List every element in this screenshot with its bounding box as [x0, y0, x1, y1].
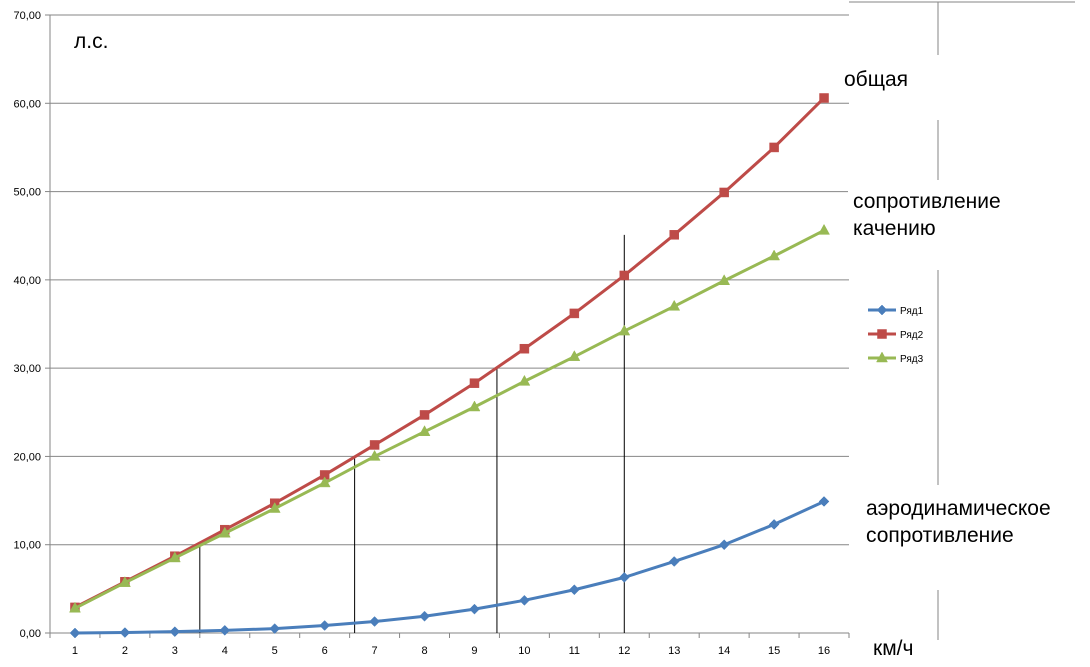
x-tick-label: 5 [272, 645, 278, 657]
annotation-total-bg [838, 62, 938, 102]
legend-label: Ряд1 [900, 306, 924, 317]
data-point [419, 610, 430, 622]
y-tick-label: 70,00 [13, 10, 41, 22]
data-point [819, 93, 829, 103]
x-tick-label: 8 [421, 645, 427, 657]
legend-marker [876, 351, 888, 363]
data-point [369, 616, 380, 627]
legend-marker [877, 329, 887, 339]
data-point [718, 539, 730, 551]
reference-lines [199, 234, 625, 633]
y-tick-label: 20,00 [13, 451, 41, 463]
series-line [74, 229, 825, 610]
data-point [769, 142, 779, 153]
y-tick-label: 0,00 [20, 628, 41, 640]
y-tick-label: 50,00 [13, 187, 41, 199]
data-point [668, 299, 681, 311]
data-point [768, 249, 781, 261]
x-tick-label: 6 [322, 645, 328, 657]
data-point [119, 627, 131, 638]
data-point [369, 440, 380, 450]
legend-label: Ряд3 [900, 354, 924, 365]
annotation-aero-line1: аэродинамическое [866, 497, 1051, 520]
x-axis-ticks: 1 2 3 4 5 6 7 8 9 10 11 12 13 14 15 16 [49, 632, 850, 657]
y-axis-title: л.с. [74, 30, 108, 53]
data-point [718, 274, 731, 285]
x-tick-label: 3 [172, 645, 178, 657]
data-point [318, 476, 331, 488]
data-point [719, 187, 729, 198]
legend-label: Ряд2 [900, 330, 924, 341]
plot-area [49, 14, 849, 633]
data-point [768, 519, 780, 530]
data-point [319, 620, 331, 631]
x-tick-label: 7 [372, 645, 378, 657]
y-tick-label: 30,00 [13, 363, 41, 375]
data-point [568, 350, 581, 361]
x-tick-label: 15 [768, 645, 780, 657]
series-2 [70, 93, 829, 613]
data-point [469, 603, 480, 615]
data-point [618, 324, 631, 336]
data-point [618, 572, 630, 583]
data-point [218, 526, 231, 538]
data-point [418, 425, 431, 436]
y-tick-label: 60,00 [13, 98, 41, 110]
data-point [818, 223, 830, 235]
data-point [118, 576, 131, 587]
data-point [569, 308, 580, 319]
annotation-aero-bg [860, 488, 1085, 588]
data-point [619, 270, 630, 281]
annotation-rolling-line2: качению [853, 217, 936, 240]
x-tick-label: 12 [618, 645, 630, 657]
series-line [74, 500, 825, 635]
data-point [168, 551, 181, 563]
legend-marker [876, 304, 888, 316]
series-3 [69, 223, 830, 613]
x-tick-label: 10 [518, 645, 530, 657]
series-line [74, 96, 826, 609]
data-point [518, 374, 531, 386]
data-point [568, 584, 580, 596]
data-point [818, 496, 830, 507]
data-point [269, 623, 281, 634]
x-tick-label: 9 [471, 645, 477, 657]
y-axis-ticks: 0,00 10,00 20,00 30,00 40,00 50,00 60,00 70,00 [13, 10, 50, 640]
x-tick-label: 13 [668, 645, 680, 657]
data-point [668, 556, 680, 567]
x-tick-label: 2 [122, 645, 128, 657]
x-tick-label: 11 [569, 645, 580, 657]
data-point [219, 624, 231, 636]
series-1 [69, 496, 830, 639]
data-point [419, 410, 430, 420]
x-tick-label: 4 [222, 645, 228, 657]
x-tick-label: 1 [72, 645, 78, 657]
ylabel-background [62, 26, 130, 56]
annotation-rolling-bg [848, 182, 1028, 268]
x-axis-title: км/ч [873, 637, 913, 660]
y-tick-label: 40,00 [13, 275, 41, 287]
data-point [368, 449, 381, 461]
annotation-rolling-line1: сопротивление [853, 190, 1001, 213]
data-point [268, 501, 281, 513]
data-point [469, 378, 480, 388]
x-tick-label: 16 [818, 645, 830, 657]
data-point [669, 230, 679, 240]
data-point [169, 626, 181, 638]
annotation-aero-line2: сопротивление [866, 524, 1014, 547]
y-tick-label: 10,00 [13, 540, 41, 552]
legend: Ряд1 Ряд2 Ряд3 [868, 304, 924, 365]
data-point [69, 627, 81, 639]
data-point [519, 594, 530, 606]
data-point [468, 400, 481, 412]
data-point [519, 343, 530, 354]
grid [50, 102, 849, 546]
annotation-total: общая [844, 68, 908, 91]
data-point [69, 601, 81, 613]
series [69, 93, 830, 639]
x-tick-label: 14 [718, 645, 730, 657]
